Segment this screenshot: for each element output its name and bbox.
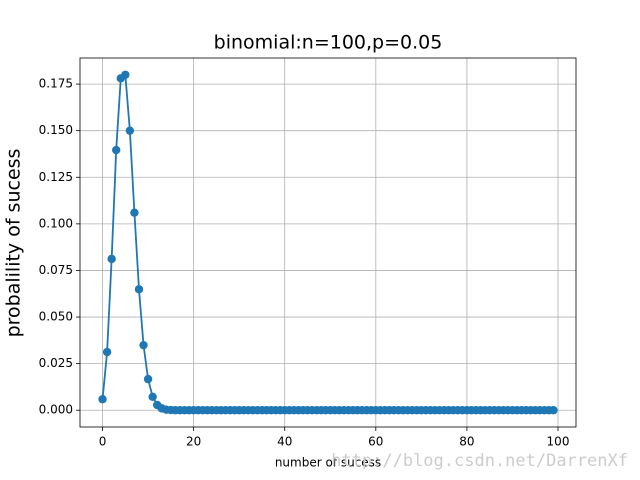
y-axis-label: probalility of sucess [3,149,25,338]
y-tick-label: 0.000 [39,403,73,417]
x-tick-label: 0 [99,435,107,449]
line [101,73,554,412]
point [112,145,121,155]
x-axis-label: number of sucess [275,456,381,470]
point [107,254,116,264]
y-tick-label: 0.125 [39,170,73,184]
x-tick-label: 60 [368,435,383,449]
point [125,126,135,135]
x-tick-label: 80 [459,435,474,449]
point [143,374,153,384]
y-tick-label: 0.050 [39,310,73,324]
point [549,406,558,415]
point [139,340,148,350]
y-tick-label: 0.100 [39,216,73,230]
point [134,285,144,294]
x-tick-label: 100 [547,435,570,449]
x-tick-label: 20 [186,435,201,449]
watermark: http://blog.csdn.net/DarrenXf [331,451,628,471]
y-tick-label: 0.025 [39,356,73,370]
point [102,347,112,357]
y-tick-label: 0.075 [39,263,73,277]
x-tick-label: 40 [277,435,292,449]
point [148,392,157,402]
point [121,70,130,79]
chart-title: binomial:n=100,p=0.05 [214,32,443,54]
point [98,395,107,404]
y-tick-label: 0.175 [39,77,73,91]
point [130,208,139,217]
y-tick-label: 0.150 [39,123,73,137]
plot-frame [79,57,577,428]
